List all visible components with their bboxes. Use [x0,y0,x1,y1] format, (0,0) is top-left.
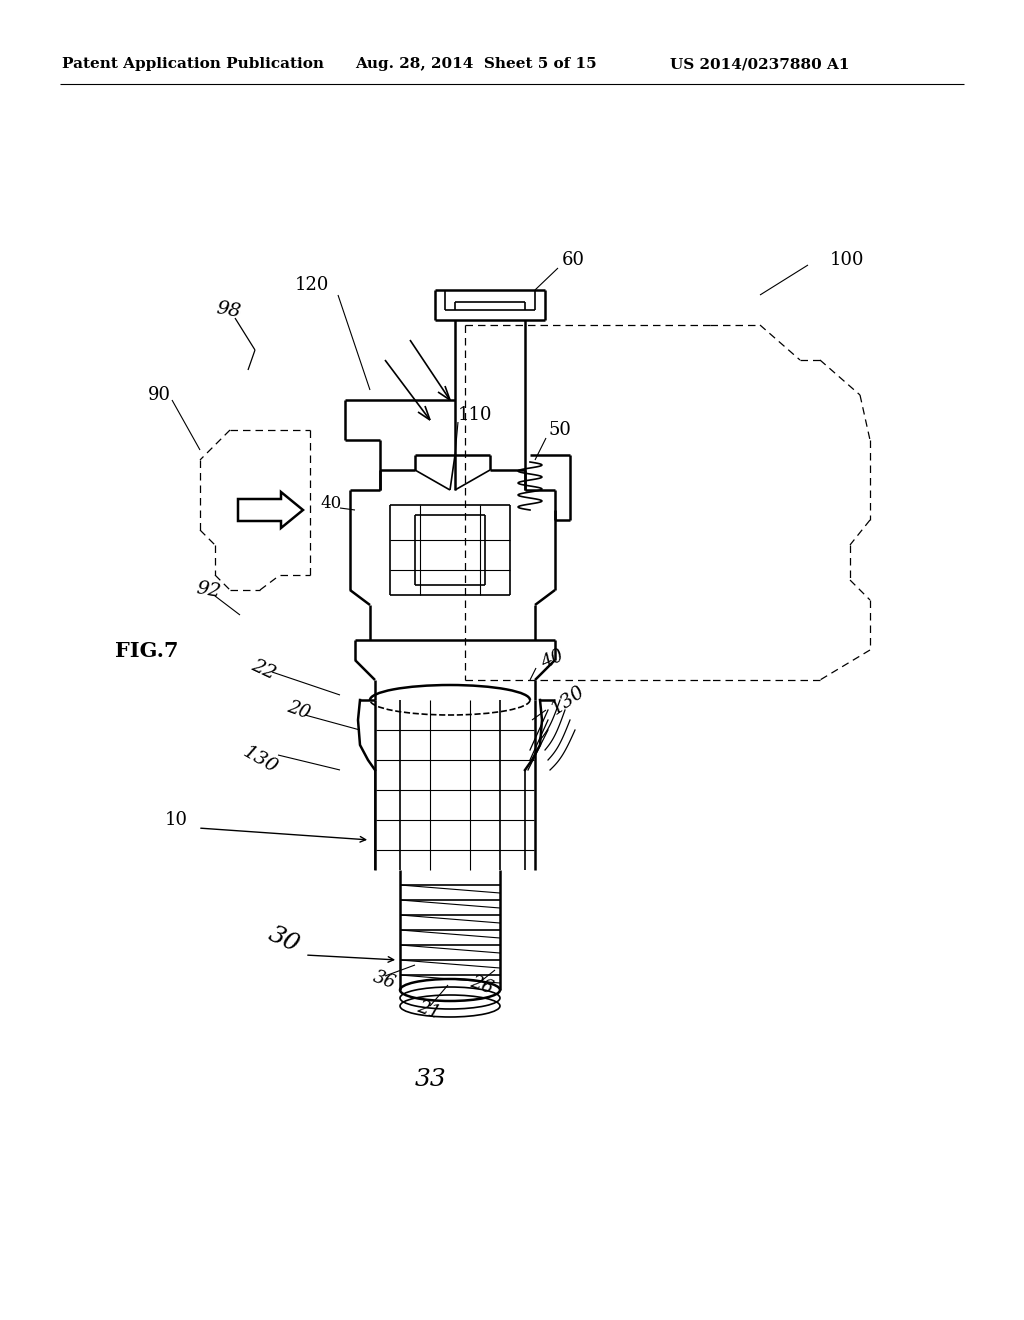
Text: 130: 130 [240,743,282,777]
Text: 33: 33 [415,1068,446,1092]
Text: 26: 26 [468,973,496,998]
Text: US 2014/0237880 A1: US 2014/0237880 A1 [670,57,850,71]
Text: 92: 92 [195,579,222,601]
Text: 60: 60 [562,251,585,269]
Text: 21: 21 [415,998,442,1023]
FancyArrow shape [238,492,303,528]
Text: 40: 40 [319,495,341,511]
Text: 20: 20 [285,697,312,722]
Text: FIG.7: FIG.7 [115,642,178,661]
Text: 100: 100 [830,251,864,269]
Text: 30: 30 [265,923,303,957]
Text: Patent Application Publication: Patent Application Publication [62,57,324,71]
Text: 36: 36 [370,968,397,993]
Text: 10: 10 [165,810,188,829]
Text: 110: 110 [458,407,493,424]
Text: 90: 90 [148,385,171,404]
Text: 98: 98 [215,300,243,321]
Text: 130: 130 [548,682,589,718]
Text: 40: 40 [538,647,566,673]
Text: 120: 120 [295,276,330,294]
Text: Aug. 28, 2014  Sheet 5 of 15: Aug. 28, 2014 Sheet 5 of 15 [355,57,597,71]
Text: 50: 50 [548,421,570,440]
Text: 22: 22 [248,656,279,684]
